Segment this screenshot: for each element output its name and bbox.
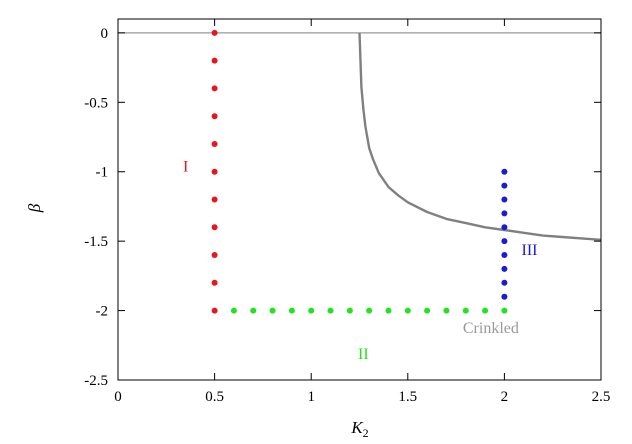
region-iii-point — [501, 279, 508, 286]
plot-frame — [117, 18, 602, 381]
curve-layer — [118, 32, 602, 241]
axis-ticks: 0 0.5 1 1.5 2 2.5 0 -0.5 -1 -1.5 -2 -2.5 — [84, 19, 610, 405]
y-tick-label: -1 — [96, 165, 109, 181]
region-i-point — [211, 57, 218, 64]
region-ii-point — [501, 307, 508, 314]
region-ii-point — [404, 307, 411, 314]
x-tick-label: 0 — [114, 389, 122, 405]
point-layer — [211, 29, 508, 314]
region-ii-point — [424, 307, 431, 314]
y-tick-label: 0 — [101, 26, 109, 42]
region-iii-point — [501, 210, 508, 217]
x-tick-label: 2.5 — [592, 389, 611, 405]
region-iii-point — [501, 182, 508, 189]
region-ii-point — [250, 307, 257, 314]
region-iii-point — [501, 168, 508, 175]
region-ii-point — [385, 307, 392, 314]
region-ii-point — [288, 307, 295, 314]
region-i-point — [211, 279, 218, 286]
y-tick-label: -2.5 — [84, 373, 108, 389]
region-i-point — [211, 29, 218, 36]
region-i-point — [211, 168, 218, 175]
region-ii-point — [327, 307, 334, 314]
region-iii-point — [501, 196, 508, 203]
x-axis-label-main: K — [350, 418, 364, 437]
x-tick-label: 2 — [501, 389, 509, 405]
region-iii-point — [501, 293, 508, 300]
region-i-label: I — [183, 159, 188, 176]
region-ii-point — [462, 307, 469, 314]
crinkled-boundary-curve — [358, 32, 602, 241]
region-ii-point — [308, 307, 315, 314]
y-axis-label: β — [25, 203, 44, 213]
crinkled-label: Crinkled — [463, 320, 519, 337]
region-i-point — [211, 307, 218, 314]
region-ii-label: II — [358, 346, 369, 363]
region-i-point — [211, 85, 218, 92]
x-tick-label: 0.5 — [205, 389, 224, 405]
region-iii-point — [501, 252, 508, 259]
y-tick-label: -2 — [96, 304, 109, 320]
y-tick-label: -1.5 — [84, 234, 108, 250]
region-ii-point — [443, 307, 450, 314]
region-ii-point — [366, 307, 373, 314]
region-iii-point — [501, 224, 508, 231]
region-i-point — [211, 252, 218, 259]
x-tick-label: 1.5 — [398, 389, 417, 405]
region-i-point — [211, 113, 218, 120]
region-ii-point — [269, 307, 276, 314]
region-iii-label: III — [522, 242, 538, 259]
region-i-point — [211, 140, 218, 147]
x-axis-label: K2 — [350, 418, 368, 440]
region-ii-point — [346, 307, 353, 314]
x-axis-label-subscript: 2 — [363, 426, 369, 440]
region-ii-point — [230, 307, 237, 314]
region-i-point — [211, 196, 218, 203]
region-iii-point — [501, 238, 508, 245]
y-tick-label: -0.5 — [84, 95, 108, 111]
x-tick-label: 1 — [307, 389, 315, 405]
region-ii-point — [482, 307, 489, 314]
region-iii-point — [501, 265, 508, 272]
region-i-point — [211, 224, 218, 231]
